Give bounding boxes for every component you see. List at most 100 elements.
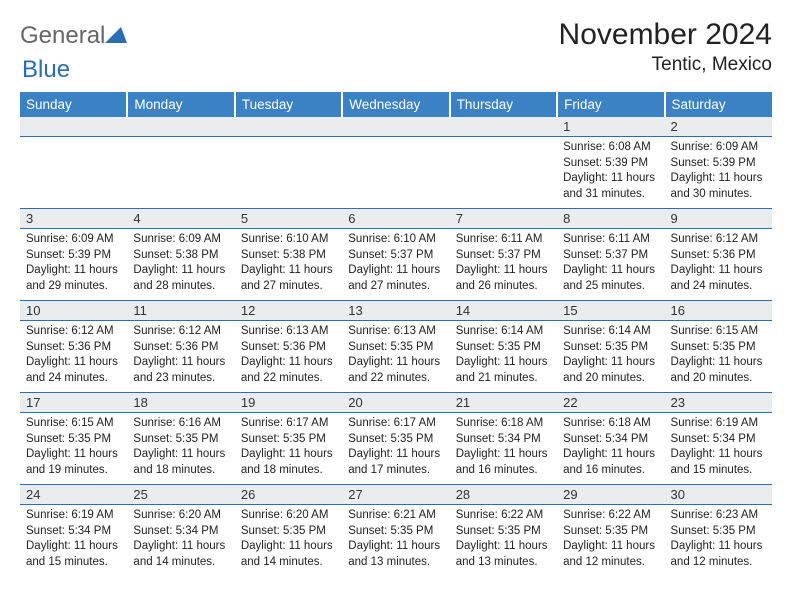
daylight-text: Daylight: 11 hours and 21 minutes.: [456, 355, 551, 386]
sunrise-text: Sunrise: 6:16 AM: [133, 416, 228, 432]
day-detail-cell: Sunrise: 6:22 AMSunset: 5:35 PMDaylight:…: [557, 505, 664, 577]
day-number-cell: 4: [127, 209, 234, 229]
logo-text-1: General: [20, 22, 105, 50]
daylight-text: Daylight: 11 hours and 26 minutes.: [456, 263, 551, 294]
daylight-text: Daylight: 11 hours and 29 minutes.: [26, 263, 121, 294]
sunrise-text: Sunrise: 6:12 AM: [133, 324, 228, 340]
day-number-cell: 6: [342, 209, 449, 229]
daylight-text: Daylight: 11 hours and 23 minutes.: [133, 355, 228, 386]
sunset-text: Sunset: 5:36 PM: [26, 340, 121, 356]
sunrise-text: Sunrise: 6:20 AM: [241, 508, 336, 524]
day-detail-cell: Sunrise: 6:12 AMSunset: 5:36 PMDaylight:…: [20, 321, 127, 393]
day-number-cell: 23: [665, 393, 772, 413]
day-detail-row: Sunrise: 6:08 AMSunset: 5:39 PMDaylight:…: [20, 137, 772, 209]
day-details: Sunrise: 6:15 AMSunset: 5:35 PMDaylight:…: [665, 321, 772, 392]
daylight-text: Daylight: 11 hours and 15 minutes.: [26, 539, 121, 570]
day-detail-cell: Sunrise: 6:20 AMSunset: 5:35 PMDaylight:…: [235, 505, 342, 577]
daylight-text: Daylight: 11 hours and 24 minutes.: [671, 263, 766, 294]
day-detail-cell: Sunrise: 6:10 AMSunset: 5:37 PMDaylight:…: [342, 229, 449, 301]
daylight-text: Daylight: 11 hours and 19 minutes.: [26, 447, 121, 478]
day-detail-cell: [127, 137, 234, 209]
day-detail-cell: Sunrise: 6:11 AMSunset: 5:37 PMDaylight:…: [557, 229, 664, 301]
day-details: Sunrise: 6:09 AMSunset: 5:38 PMDaylight:…: [127, 229, 234, 300]
sunrise-text: Sunrise: 6:17 AM: [241, 416, 336, 432]
calendar-body: 12 Sunrise: 6:08 AMSunset: 5:39 PMDaylig…: [20, 117, 772, 576]
sunset-text: Sunset: 5:35 PM: [133, 432, 228, 448]
day-detail-cell: Sunrise: 6:12 AMSunset: 5:36 PMDaylight:…: [127, 321, 234, 393]
daylight-text: Daylight: 11 hours and 27 minutes.: [241, 263, 336, 294]
day-detail-cell: Sunrise: 6:20 AMSunset: 5:34 PMDaylight:…: [127, 505, 234, 577]
sunrise-text: Sunrise: 6:13 AM: [241, 324, 336, 340]
empty-cell: [127, 137, 234, 208]
day-detail-cell: Sunrise: 6:08 AMSunset: 5:39 PMDaylight:…: [557, 137, 664, 209]
day-detail-cell: [20, 137, 127, 209]
day-number-cell: [127, 117, 234, 137]
sunrise-text: Sunrise: 6:23 AM: [671, 508, 766, 524]
sunrise-text: Sunrise: 6:22 AM: [563, 508, 658, 524]
sunrise-text: Sunrise: 6:09 AM: [133, 232, 228, 248]
day-detail-cell: Sunrise: 6:23 AMSunset: 5:35 PMDaylight:…: [665, 505, 772, 577]
calendar-table: SundayMondayTuesdayWednesdayThursdayFrid…: [20, 92, 772, 576]
sunrise-text: Sunrise: 6:09 AM: [671, 140, 766, 156]
daylight-text: Daylight: 11 hours and 25 minutes.: [563, 263, 658, 294]
day-number-cell: 1: [557, 117, 664, 137]
sunset-text: Sunset: 5:35 PM: [348, 340, 443, 356]
day-number-cell: [450, 117, 557, 137]
sunset-text: Sunset: 5:34 PM: [133, 524, 228, 540]
day-detail-cell: [342, 137, 449, 209]
day-number-cell: 9: [665, 209, 772, 229]
day-number-cell: [342, 117, 449, 137]
daylight-text: Daylight: 11 hours and 30 minutes.: [671, 171, 766, 202]
sunset-text: Sunset: 5:35 PM: [456, 524, 551, 540]
weekday-header: Sunday: [20, 92, 127, 117]
day-number-cell: 3: [20, 209, 127, 229]
day-details: Sunrise: 6:14 AMSunset: 5:35 PMDaylight:…: [557, 321, 664, 392]
day-number-row: 10111213141516: [20, 301, 772, 321]
daylight-text: Daylight: 11 hours and 15 minutes.: [671, 447, 766, 478]
day-detail-cell: Sunrise: 6:09 AMSunset: 5:39 PMDaylight:…: [20, 229, 127, 301]
sunset-text: Sunset: 5:35 PM: [671, 524, 766, 540]
daylight-text: Daylight: 11 hours and 16 minutes.: [563, 447, 658, 478]
sunset-text: Sunset: 5:36 PM: [241, 340, 336, 356]
sunset-text: Sunset: 5:37 PM: [348, 248, 443, 264]
day-number-cell: 5: [235, 209, 342, 229]
day-detail-cell: Sunrise: 6:21 AMSunset: 5:35 PMDaylight:…: [342, 505, 449, 577]
brand-logo: General: [20, 18, 129, 50]
sunset-text: Sunset: 5:35 PM: [348, 432, 443, 448]
sunset-text: Sunset: 5:34 PM: [563, 432, 658, 448]
daylight-text: Daylight: 11 hours and 18 minutes.: [241, 447, 336, 478]
day-details: Sunrise: 6:19 AMSunset: 5:34 PMDaylight:…: [20, 505, 127, 576]
day-number-cell: 22: [557, 393, 664, 413]
sunset-text: Sunset: 5:36 PM: [671, 248, 766, 264]
day-detail-cell: Sunrise: 6:19 AMSunset: 5:34 PMDaylight:…: [665, 413, 772, 485]
sunrise-text: Sunrise: 6:14 AM: [563, 324, 658, 340]
sunset-text: Sunset: 5:39 PM: [671, 156, 766, 172]
day-detail-cell: Sunrise: 6:18 AMSunset: 5:34 PMDaylight:…: [450, 413, 557, 485]
day-number-cell: 28: [450, 485, 557, 505]
day-number-cell: 11: [127, 301, 234, 321]
weekday-header: Wednesday: [342, 92, 449, 117]
day-details: Sunrise: 6:12 AMSunset: 5:36 PMDaylight:…: [20, 321, 127, 392]
day-detail-cell: [235, 137, 342, 209]
day-number-cell: 19: [235, 393, 342, 413]
day-number-cell: 20: [342, 393, 449, 413]
sunset-text: Sunset: 5:38 PM: [241, 248, 336, 264]
day-number-row: 3456789: [20, 209, 772, 229]
day-detail-cell: Sunrise: 6:15 AMSunset: 5:35 PMDaylight:…: [20, 413, 127, 485]
sunrise-text: Sunrise: 6:19 AM: [671, 416, 766, 432]
weekday-header: Tuesday: [235, 92, 342, 117]
sunrise-text: Sunrise: 6:20 AM: [133, 508, 228, 524]
daylight-text: Daylight: 11 hours and 31 minutes.: [563, 171, 658, 202]
day-number-cell: 17: [20, 393, 127, 413]
daylight-text: Daylight: 11 hours and 16 minutes.: [456, 447, 551, 478]
sunrise-text: Sunrise: 6:21 AM: [348, 508, 443, 524]
sunset-text: Sunset: 5:35 PM: [671, 340, 766, 356]
sunset-text: Sunset: 5:39 PM: [26, 248, 121, 264]
day-details: Sunrise: 6:18 AMSunset: 5:34 PMDaylight:…: [557, 413, 664, 484]
day-details: Sunrise: 6:18 AMSunset: 5:34 PMDaylight:…: [450, 413, 557, 484]
day-number-row: 12: [20, 117, 772, 137]
day-details: Sunrise: 6:13 AMSunset: 5:35 PMDaylight:…: [342, 321, 449, 392]
sunset-text: Sunset: 5:35 PM: [456, 340, 551, 356]
day-detail-row: Sunrise: 6:15 AMSunset: 5:35 PMDaylight:…: [20, 413, 772, 485]
daylight-text: Daylight: 11 hours and 20 minutes.: [671, 355, 766, 386]
